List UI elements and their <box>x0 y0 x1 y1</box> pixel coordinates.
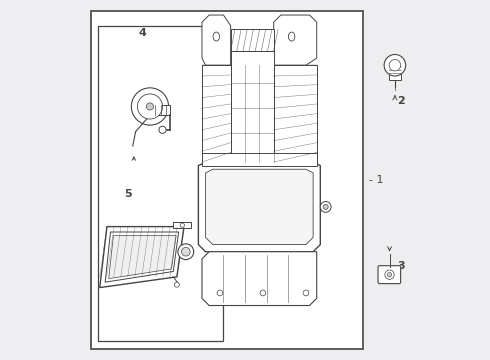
Bar <box>173 222 191 228</box>
Circle shape <box>131 88 169 125</box>
Circle shape <box>147 103 153 110</box>
FancyBboxPatch shape <box>378 266 401 284</box>
Polygon shape <box>205 169 313 244</box>
Circle shape <box>323 204 328 210</box>
Bar <box>98 26 223 341</box>
Text: 3: 3 <box>397 261 405 271</box>
Bar <box>231 51 274 162</box>
Polygon shape <box>100 226 184 288</box>
Circle shape <box>320 202 331 212</box>
Polygon shape <box>105 232 179 282</box>
Circle shape <box>159 126 166 134</box>
Circle shape <box>217 290 223 296</box>
Bar <box>202 153 317 166</box>
Circle shape <box>260 290 266 296</box>
Polygon shape <box>202 15 231 65</box>
Polygon shape <box>202 65 231 162</box>
Circle shape <box>137 94 163 119</box>
Text: - 1: - 1 <box>368 175 383 185</box>
Polygon shape <box>202 252 317 306</box>
Ellipse shape <box>289 32 295 41</box>
Text: 5: 5 <box>124 189 132 199</box>
Bar <box>389 64 401 80</box>
Circle shape <box>388 273 392 277</box>
Circle shape <box>174 282 179 287</box>
Text: 2: 2 <box>397 96 405 106</box>
Circle shape <box>303 290 309 296</box>
Circle shape <box>178 244 194 260</box>
Polygon shape <box>198 162 320 252</box>
Polygon shape <box>274 65 317 162</box>
Circle shape <box>181 247 190 256</box>
Circle shape <box>385 270 394 279</box>
Text: 4: 4 <box>139 28 147 38</box>
Bar <box>91 12 364 348</box>
Polygon shape <box>109 235 176 279</box>
Polygon shape <box>274 15 317 65</box>
Bar <box>150 105 170 116</box>
Bar <box>231 30 274 51</box>
Circle shape <box>180 223 184 227</box>
Ellipse shape <box>213 32 220 41</box>
Circle shape <box>384 54 406 76</box>
Circle shape <box>389 59 401 71</box>
